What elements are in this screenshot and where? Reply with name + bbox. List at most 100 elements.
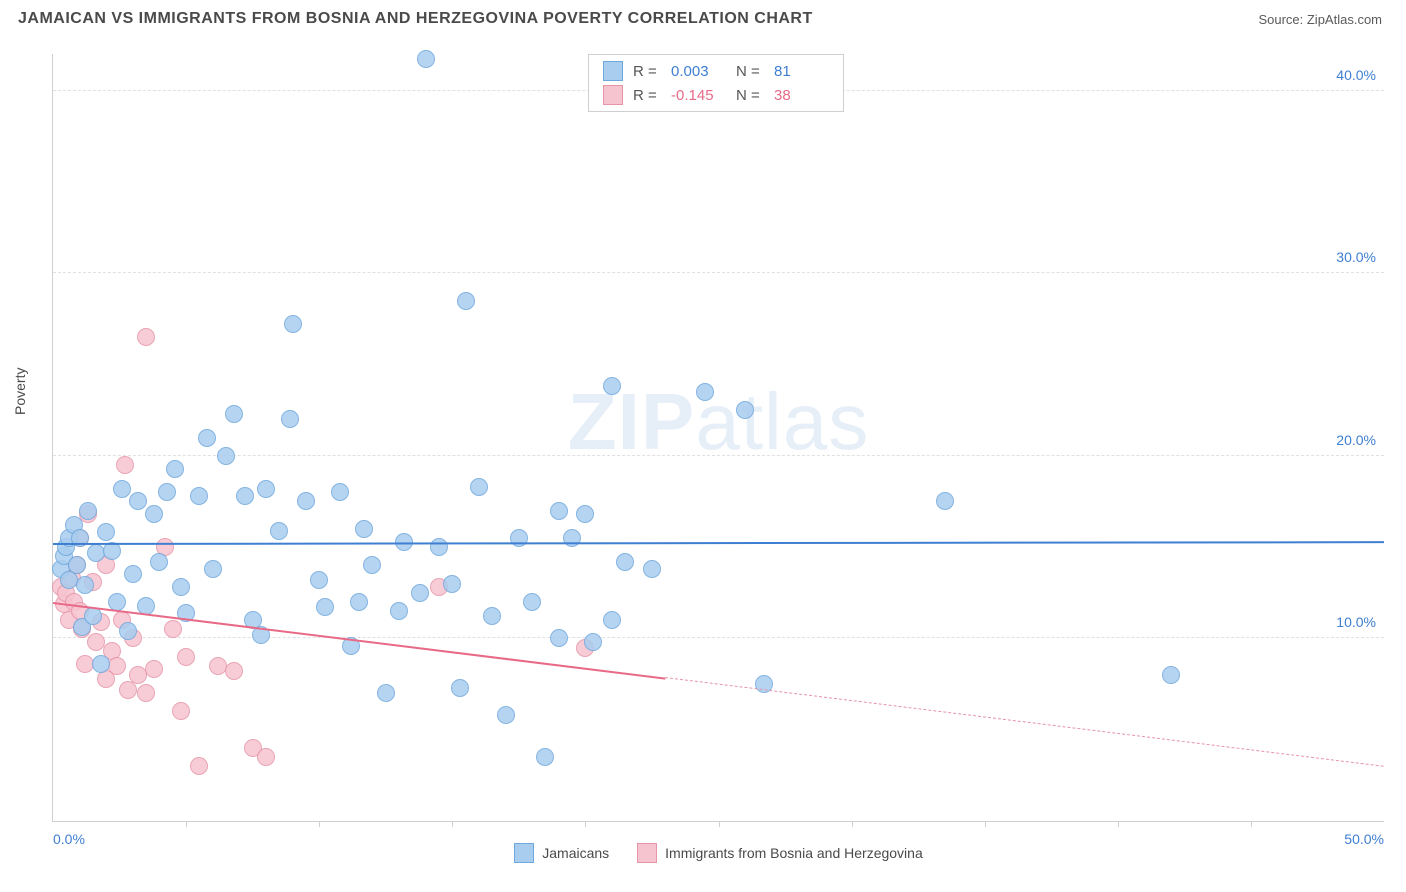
chart-title: JAMAICAN VS IMMIGRANTS FROM BOSNIA AND H… <box>18 10 813 28</box>
scatter-point-a <box>377 684 395 702</box>
scatter-point-a <box>316 598 334 616</box>
scatter-point-a <box>97 523 115 541</box>
scatter-point-a <box>150 553 168 571</box>
scatter-point-a <box>331 483 349 501</box>
x-tick-mark <box>319 821 320 827</box>
scatter-point-a <box>172 578 190 596</box>
scatter-point-a <box>113 480 131 498</box>
legend-swatch <box>603 85 623 105</box>
scatter-point-a <box>451 679 469 697</box>
scatter-point-a <box>198 429 216 447</box>
scatter-point-a <box>550 502 568 520</box>
x-tick-mark <box>452 821 453 827</box>
y-tick-label: 40.0% <box>1336 67 1376 83</box>
trend-line-b <box>665 677 1384 767</box>
trend-line-a <box>53 542 1384 546</box>
scatter-point-a <box>310 571 328 589</box>
legend-swatch <box>637 843 657 863</box>
scatter-point-a <box>355 520 373 538</box>
scatter-point-a <box>68 556 86 574</box>
scatter-point-a <box>350 593 368 611</box>
scatter-point-a <box>457 292 475 310</box>
scatter-point-a <box>363 556 381 574</box>
scatter-point-a <box>270 522 288 540</box>
scatter-point-a <box>281 410 299 428</box>
scatter-point-a <box>92 655 110 673</box>
scatter-point-b <box>172 702 190 720</box>
scatter-point-a <box>129 492 147 510</box>
stats-row: R =-0.145N =38 <box>589 83 843 107</box>
x-tick-mark <box>719 821 720 827</box>
source-credit: Source: ZipAtlas.com <box>1258 12 1382 27</box>
scatter-point-a <box>550 629 568 647</box>
scatter-point-a <box>736 401 754 419</box>
scatter-point-a <box>696 383 714 401</box>
scatter-point-a <box>236 487 254 505</box>
scatter-point-b <box>164 620 182 638</box>
scatter-point-a <box>257 480 275 498</box>
scatter-point-a <box>430 538 448 556</box>
scatter-point-a <box>483 607 501 625</box>
x-tick-mark <box>1251 821 1252 827</box>
scatter-point-b <box>190 757 208 775</box>
scatter-point-a <box>584 633 602 651</box>
scatter-point-a <box>145 505 163 523</box>
scatter-point-a <box>76 576 94 594</box>
scatter-point-b <box>145 660 163 678</box>
scatter-point-a <box>390 602 408 620</box>
scatter-point-a <box>443 575 461 593</box>
legend-swatch <box>603 61 623 81</box>
scatter-point-a <box>497 706 515 724</box>
scatter-point-a <box>643 560 661 578</box>
plot-area: ZIPatlas 10.0%20.0%30.0%40.0%0.0%50.0%R … <box>52 54 1384 822</box>
y-tick-label: 10.0% <box>1336 614 1376 630</box>
y-tick-label: 30.0% <box>1336 249 1376 265</box>
scatter-point-b <box>177 648 195 666</box>
legend-label: Jamaicans <box>542 845 609 861</box>
scatter-point-a <box>536 748 554 766</box>
scatter-point-b <box>257 748 275 766</box>
scatter-point-a <box>119 622 137 640</box>
scatter-point-a <box>79 502 97 520</box>
scatter-point-a <box>417 50 435 68</box>
x-tick-mark <box>852 821 853 827</box>
stats-row: R =0.003N =81 <box>589 59 843 83</box>
scatter-point-b <box>225 662 243 680</box>
legend-item: Immigrants from Bosnia and Herzegovina <box>637 843 923 863</box>
scatter-point-a <box>523 593 541 611</box>
scatter-point-b <box>108 657 126 675</box>
y-axis-label: Poverty <box>12 368 28 415</box>
gridline <box>53 455 1384 456</box>
scatter-point-a <box>470 478 488 496</box>
scatter-point-a <box>204 560 222 578</box>
legend-item: Jamaicans <box>514 843 609 863</box>
x-tick-mark <box>1118 821 1119 827</box>
y-tick-label: 20.0% <box>1336 432 1376 448</box>
scatter-point-a <box>603 377 621 395</box>
stats-box: R =0.003N =81R =-0.145N =38 <box>588 54 844 112</box>
scatter-point-b <box>137 684 155 702</box>
scatter-point-b <box>116 456 134 474</box>
scatter-point-a <box>603 611 621 629</box>
scatter-point-a <box>936 492 954 510</box>
chart-container: Poverty ZIPatlas 10.0%20.0%30.0%40.0%0.0… <box>18 40 1388 870</box>
scatter-point-a <box>166 460 184 478</box>
scatter-point-a <box>576 505 594 523</box>
legend-label: Immigrants from Bosnia and Herzegovina <box>665 845 923 861</box>
scatter-point-b <box>137 328 155 346</box>
legend-swatch <box>514 843 534 863</box>
scatter-point-a <box>297 492 315 510</box>
x-tick-mark <box>585 821 586 827</box>
gridline <box>53 272 1384 273</box>
x-tick-mark <box>186 821 187 827</box>
scatter-point-a <box>411 584 429 602</box>
scatter-point-a <box>84 607 102 625</box>
scatter-point-a <box>616 553 634 571</box>
scatter-point-a <box>284 315 302 333</box>
scatter-point-a <box>190 487 208 505</box>
x-tick-mark <box>985 821 986 827</box>
scatter-point-a <box>217 447 235 465</box>
scatter-point-a <box>225 405 243 423</box>
scatter-point-a <box>124 565 142 583</box>
scatter-point-a <box>1162 666 1180 684</box>
